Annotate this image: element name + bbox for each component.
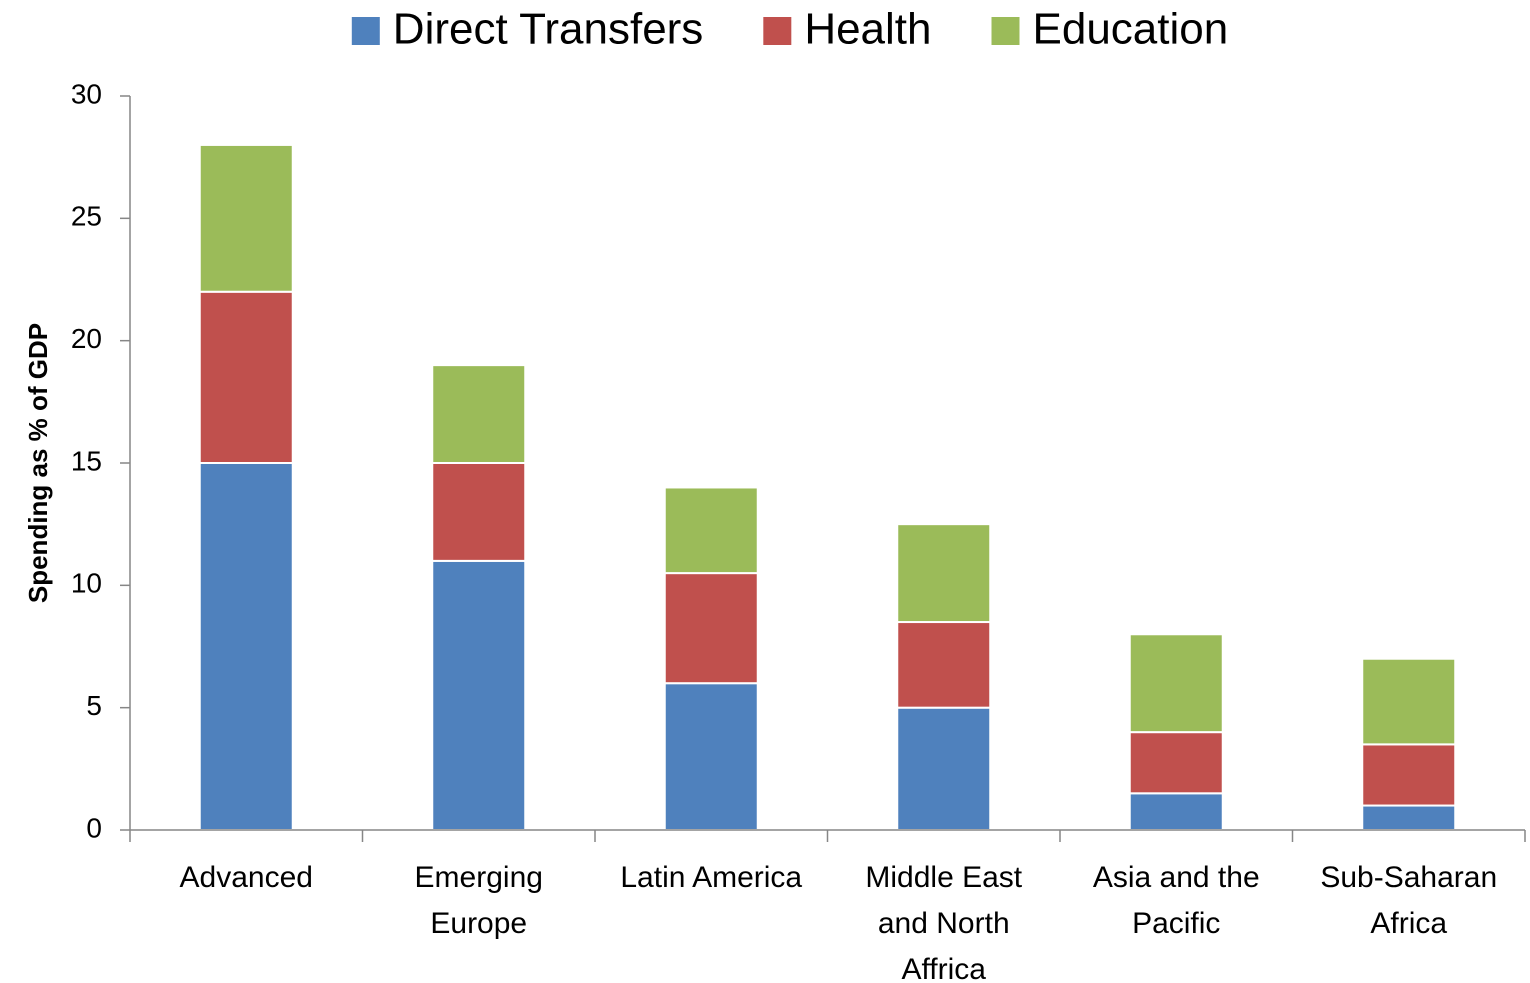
legend-swatch <box>763 17 792 45</box>
y-tick-label: 15 <box>71 445 102 476</box>
y-tick-label: 0 <box>86 812 102 843</box>
bar-segment <box>896 523 992 624</box>
x-tick-label: Latin America <box>620 861 803 894</box>
bar-segment <box>896 621 992 709</box>
bar-segment <box>1128 792 1224 831</box>
legend-label: Education <box>1033 5 1229 54</box>
bar-segment <box>198 462 294 831</box>
bar-segment <box>663 486 759 575</box>
bar-segment <box>431 462 527 562</box>
legend-label: Direct Transfers <box>393 5 704 54</box>
bar-segment <box>1128 731 1224 795</box>
bar-segment <box>1361 804 1457 831</box>
bar-segment <box>1361 743 1457 807</box>
x-tick-label: Asia and the Pacific <box>1092 861 1260 940</box>
bar-segment <box>431 364 527 464</box>
y-tick-label: 30 <box>71 78 102 109</box>
bar-segment <box>1361 657 1457 746</box>
legend-swatch <box>991 17 1020 45</box>
legend-label: Health <box>804 5 931 54</box>
y-tick-label: 10 <box>71 568 102 599</box>
bar-segment <box>198 290 294 464</box>
y-tick-label: 20 <box>71 323 102 354</box>
y-axis-title: Spending as % of GDP <box>23 323 53 603</box>
bar-segment <box>431 559 527 831</box>
bar-segment <box>896 706 992 832</box>
bar-segment <box>663 682 759 832</box>
y-tick-label: 25 <box>71 201 102 232</box>
y-tick-label: 5 <box>86 690 102 721</box>
x-tick-label: Middle East and North Affrica <box>865 861 1023 983</box>
bar-segment <box>198 143 294 293</box>
legend-swatch <box>351 17 380 45</box>
bar-segment <box>663 572 759 685</box>
x-tick-label: Advanced <box>179 861 313 894</box>
x-tick-label: Emerging Europe <box>414 861 543 940</box>
bar-segment <box>1128 633 1224 734</box>
x-tick-label: Sub-Saharan Africa <box>1320 861 1498 940</box>
